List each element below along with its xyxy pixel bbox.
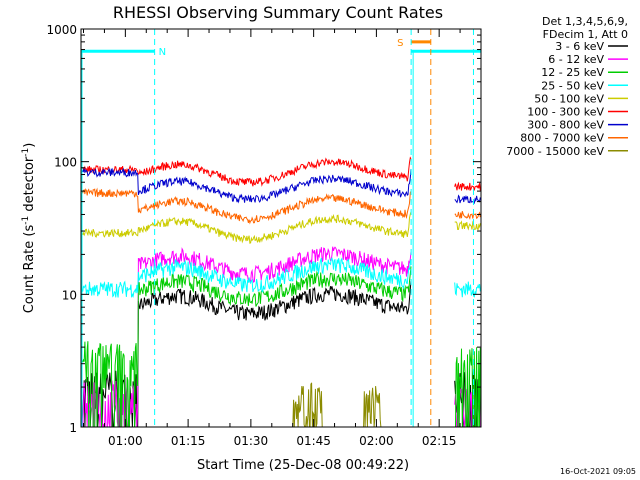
- legend-label: 800 - 7000 keV: [520, 132, 604, 145]
- chart-title: RHESSI Observing Summary Count Rates: [113, 3, 443, 22]
- y-label-part1: Count Rate (s: [22, 225, 37, 314]
- axis-ticks: 01:00 01:15 01:30 01:45 02:00 02:15 1 10 100 1000: [46, 23, 482, 448]
- y-tick-label: 1000: [46, 23, 77, 37]
- series-line: [82, 167, 481, 205]
- series-12-25-kev: [82, 266, 481, 428]
- legend-label: 7000 - 15000 keV: [506, 145, 604, 158]
- legend-label: 300 - 800 keV: [527, 119, 604, 132]
- series-50-100-kev: [82, 211, 481, 244]
- y-label-part3: ): [22, 143, 37, 148]
- plot-area: NS: [81, 29, 481, 428]
- legend: Det 1,3,4,5,6,9, FDecim 1, Att 0 3 - 6 k…: [506, 15, 628, 158]
- y-label-sup1: -1: [21, 216, 31, 225]
- legend-label: 6 - 12 keV: [548, 53, 604, 66]
- series-25-50-kev: [82, 257, 481, 298]
- render-timestamp: 16-Oct-2021 09:05: [560, 467, 636, 476]
- x-tick-label: 01:15: [171, 434, 206, 448]
- series-line: [82, 156, 481, 192]
- legend-label: 12 - 25 keV: [541, 66, 604, 79]
- x-tick-label: 01:30: [234, 434, 269, 448]
- y-tick-label: 10: [62, 288, 77, 302]
- y-tick-label: 100: [54, 156, 77, 170]
- series-line: [82, 257, 481, 298]
- legend-label: 50 - 100 keV: [534, 92, 604, 105]
- legend-header-2: FDecim 1, Att 0: [543, 28, 628, 41]
- series-line: [82, 280, 481, 428]
- plot-frame: [80, 28, 482, 428]
- night-flag-label: N: [159, 47, 166, 58]
- series-line: [82, 187, 481, 225]
- x-axis-label: Start Time (25-Dec-08 00:49:22): [197, 458, 409, 473]
- series-300-800-kev: [82, 167, 481, 205]
- legend-label: 100 - 300 keV: [527, 106, 604, 119]
- saa-flag-label: S: [397, 38, 403, 49]
- series-7000-15000-kev: [82, 382, 481, 428]
- series-100-300-kev: [82, 156, 481, 192]
- x-tick-label: 02:00: [359, 434, 394, 448]
- x-tick-label: 02:15: [422, 434, 457, 448]
- x-tick-label: 01:45: [296, 434, 331, 448]
- series-line: [82, 382, 481, 428]
- legend-header-1: Det 1,3,4,5,6,9,: [542, 15, 628, 28]
- y-label-sup2: -1: [21, 148, 31, 157]
- y-axis-label: Count Rate (s-1 detector-1): [21, 143, 37, 314]
- series-3-6-kev: [82, 280, 481, 428]
- x-tick-label: 01:00: [108, 434, 143, 448]
- legend-label: 3 - 6 keV: [555, 40, 604, 53]
- series-line: [82, 211, 481, 244]
- series-800-7000-kev: [82, 187, 481, 225]
- y-label-part2: detector: [22, 156, 37, 216]
- legend-label: 25 - 50 keV: [541, 79, 604, 92]
- series-line: [82, 266, 481, 428]
- y-tick-label: 1: [69, 421, 77, 435]
